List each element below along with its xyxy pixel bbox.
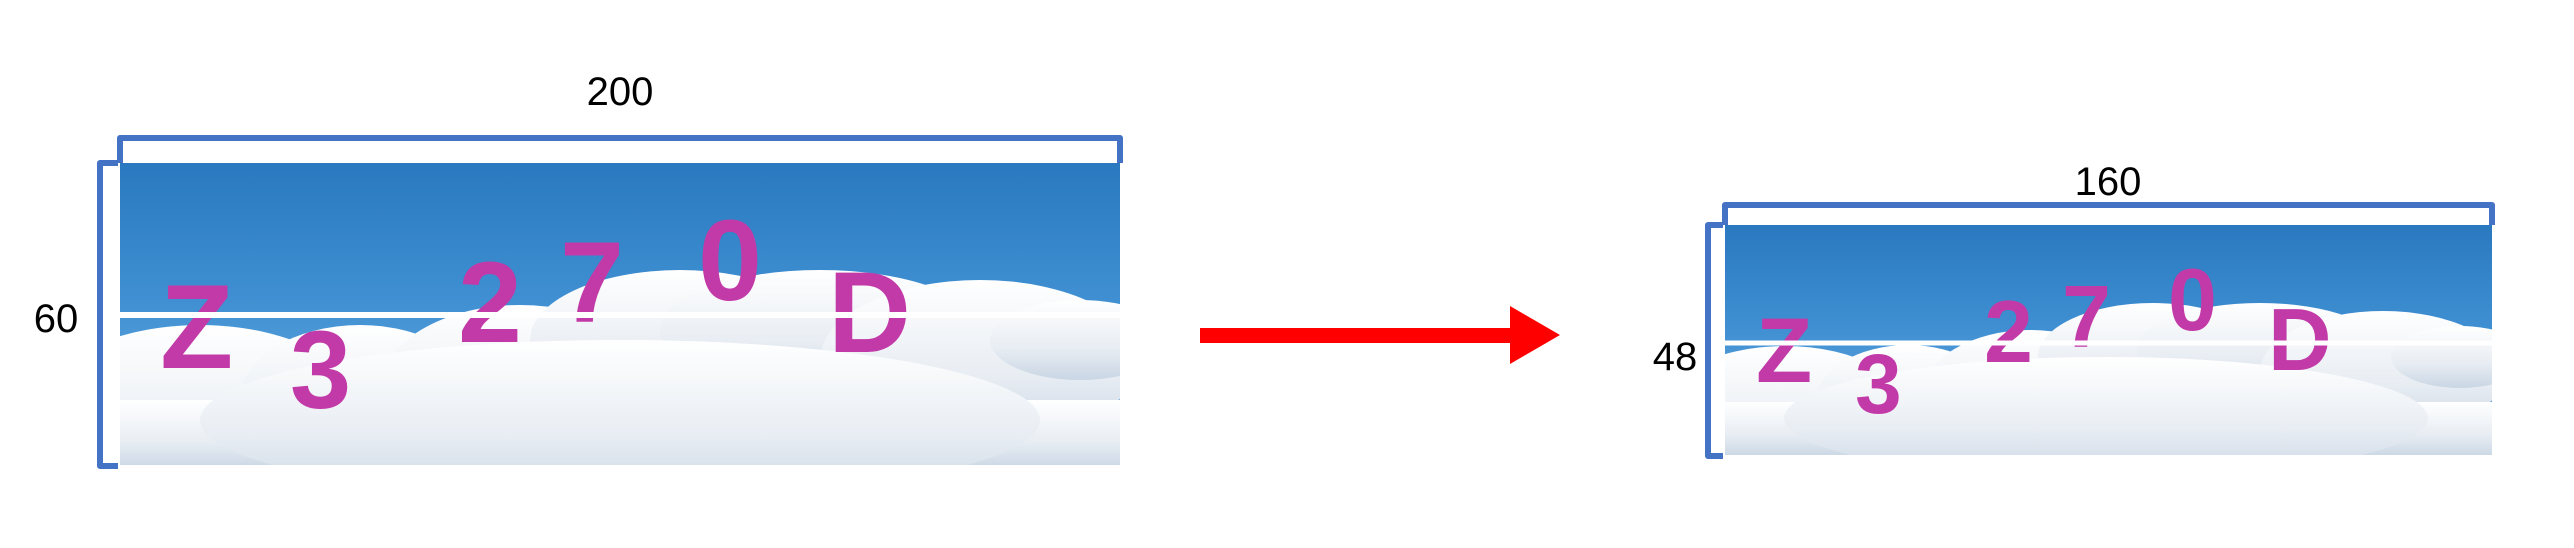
original-height-bracket [97, 160, 118, 469]
resized-char-3: 3 [1855, 337, 1902, 431]
resized-char-0: 0 [2168, 250, 2217, 349]
resized-width-label: 160 [2075, 160, 2142, 204]
resized-captcha-image: Z 3 2 7 0 D [1725, 225, 2492, 455]
original-clouds [120, 270, 1120, 465]
resized-clouds [1725, 303, 2492, 455]
original-width-bracket [117, 135, 1123, 163]
resized-char-2: 2 [1984, 282, 2033, 381]
original-char-2: 2 [458, 239, 522, 367]
original-char-3: 3 [290, 309, 351, 432]
original-image-group: Z 3 2 7 0 D 200 60 [34, 70, 1123, 469]
original-char-z: Z [160, 260, 233, 394]
original-char-7: 7 [560, 219, 624, 347]
original-captcha-image: Z 3 2 7 0 D [120, 163, 1120, 465]
resized-char-7: 7 [2062, 267, 2111, 366]
resized-height-bracket [1705, 222, 1723, 459]
resized-width-bracket [1722, 202, 2495, 225]
resized-char-z: Z [1756, 300, 1812, 402]
original-char-0: 0 [698, 197, 762, 325]
resized-char-d: D [2268, 290, 2332, 389]
resized-image-group: Z 3 2 7 0 D 160 48 [1653, 160, 2495, 459]
resized-height-label: 48 [1653, 335, 1698, 379]
original-width-label: 200 [587, 70, 654, 114]
original-height-label: 60 [34, 297, 79, 341]
resize-arrow [1200, 306, 1560, 364]
